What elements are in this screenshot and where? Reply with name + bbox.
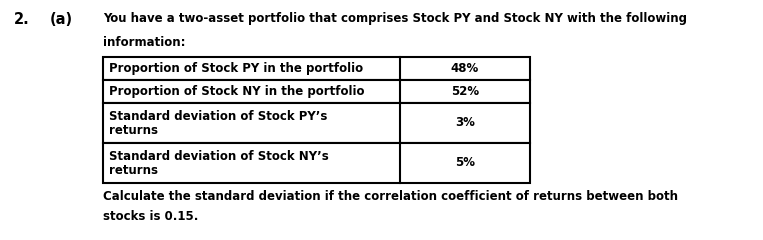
Text: returns: returns: [109, 163, 158, 176]
Text: Proportion of Stock NY in the portfolio: Proportion of Stock NY in the portfolio: [109, 85, 365, 98]
Bar: [103, 57, 530, 80]
Text: information:: information:: [103, 36, 185, 49]
Bar: [103, 143, 530, 183]
Text: Standard deviation of Stock PY’s: Standard deviation of Stock PY’s: [109, 109, 327, 122]
Text: 2.: 2.: [14, 12, 30, 27]
Text: Standard deviation of Stock NY’s: Standard deviation of Stock NY’s: [109, 150, 329, 162]
Text: 48%: 48%: [451, 62, 479, 75]
Bar: [103, 103, 530, 143]
Bar: [103, 80, 530, 103]
Text: 52%: 52%: [451, 85, 479, 98]
Text: Calculate the standard deviation if the correlation coefficient of returns betwe: Calculate the standard deviation if the …: [103, 190, 678, 203]
Text: 5%: 5%: [455, 156, 475, 169]
Text: You have a two-asset portfolio that comprises Stock PY and Stock NY with the fol: You have a two-asset portfolio that comp…: [103, 12, 687, 25]
Text: returns: returns: [109, 124, 158, 137]
Text: (a): (a): [50, 12, 73, 27]
Text: 3%: 3%: [455, 116, 475, 130]
Text: stocks is 0.15.: stocks is 0.15.: [103, 210, 198, 223]
Text: Proportion of Stock PY in the portfolio: Proportion of Stock PY in the portfolio: [109, 62, 363, 75]
